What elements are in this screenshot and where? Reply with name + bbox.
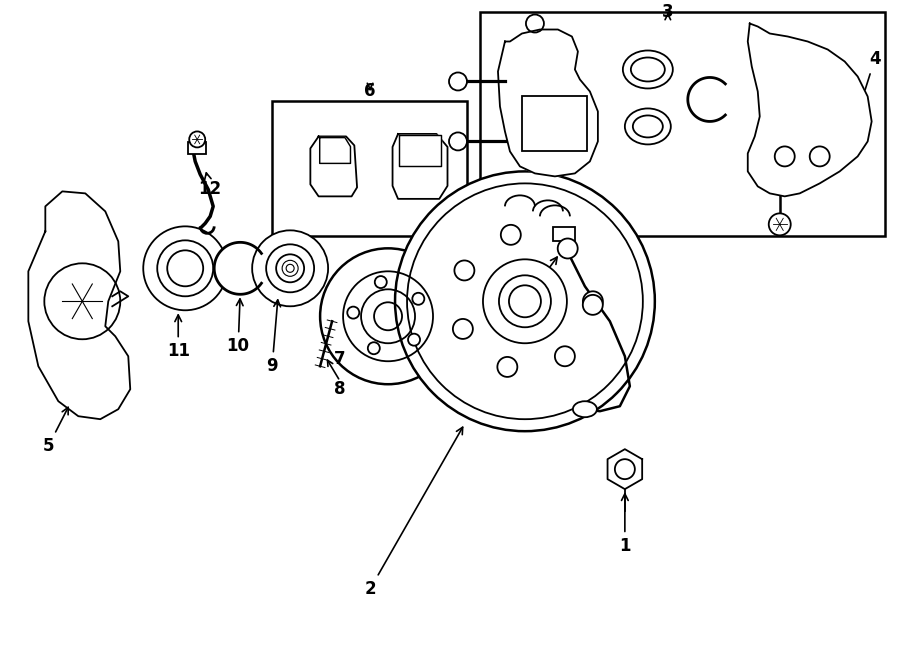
Bar (188, 142, 206, 155)
Polygon shape (28, 192, 130, 419)
Circle shape (449, 132, 467, 151)
Ellipse shape (573, 401, 597, 417)
Bar (272, 101, 467, 237)
Text: 8: 8 (334, 380, 346, 398)
Polygon shape (214, 243, 261, 294)
Text: 2: 2 (364, 427, 463, 598)
Ellipse shape (623, 50, 673, 89)
Circle shape (555, 346, 575, 366)
Polygon shape (608, 449, 643, 489)
Circle shape (252, 230, 328, 306)
Ellipse shape (625, 108, 670, 144)
Bar (522, 97, 587, 151)
Circle shape (449, 73, 467, 91)
Circle shape (483, 259, 567, 343)
Circle shape (189, 132, 205, 147)
Text: 3: 3 (662, 3, 673, 20)
Polygon shape (320, 137, 350, 163)
Text: 9: 9 (266, 300, 281, 375)
Circle shape (769, 214, 791, 235)
Circle shape (583, 295, 603, 315)
Text: 1: 1 (619, 494, 631, 555)
Bar (480, 11, 885, 237)
Text: 12: 12 (199, 173, 221, 198)
Circle shape (500, 225, 521, 245)
Circle shape (320, 249, 456, 384)
Text: 13: 13 (526, 257, 557, 292)
Polygon shape (748, 24, 872, 196)
Text: 11: 11 (166, 315, 190, 360)
Circle shape (453, 319, 472, 339)
Text: 6: 6 (364, 83, 376, 100)
Polygon shape (310, 136, 357, 196)
Polygon shape (399, 136, 441, 167)
Text: 10: 10 (227, 299, 249, 355)
Bar (553, 227, 575, 241)
Circle shape (368, 342, 380, 354)
Circle shape (347, 307, 359, 319)
Circle shape (395, 171, 655, 431)
Circle shape (408, 334, 420, 346)
Circle shape (583, 292, 603, 311)
Circle shape (454, 260, 474, 280)
Circle shape (143, 226, 227, 310)
Polygon shape (392, 134, 447, 199)
Polygon shape (498, 30, 598, 176)
Text: 4: 4 (858, 50, 880, 109)
Circle shape (498, 357, 518, 377)
Text: 5: 5 (42, 407, 68, 455)
Text: 7: 7 (334, 350, 346, 368)
Circle shape (412, 293, 424, 305)
Circle shape (558, 239, 578, 258)
Circle shape (374, 276, 387, 288)
